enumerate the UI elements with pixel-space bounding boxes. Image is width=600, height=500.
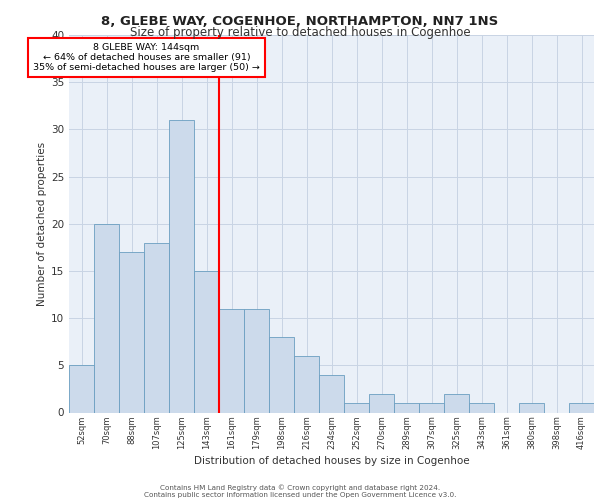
Bar bbox=[169, 120, 194, 412]
Bar bbox=[369, 394, 394, 412]
Text: Contains HM Land Registry data © Crown copyright and database right 2024.: Contains HM Land Registry data © Crown c… bbox=[160, 484, 440, 491]
Text: 8, GLEBE WAY, COGENHOE, NORTHAMPTON, NN7 1NS: 8, GLEBE WAY, COGENHOE, NORTHAMPTON, NN7… bbox=[101, 15, 499, 28]
Bar bbox=[294, 356, 319, 412]
Y-axis label: Number of detached properties: Number of detached properties bbox=[37, 142, 47, 306]
Bar bbox=[519, 403, 544, 412]
Text: 8 GLEBE WAY: 144sqm
← 64% of detached houses are smaller (91)
35% of semi-detach: 8 GLEBE WAY: 144sqm ← 64% of detached ho… bbox=[33, 42, 260, 72]
Bar bbox=[569, 403, 594, 412]
Bar bbox=[119, 252, 144, 412]
Bar bbox=[319, 375, 344, 412]
Bar bbox=[69, 366, 94, 412]
X-axis label: Distribution of detached houses by size in Cogenhoe: Distribution of detached houses by size … bbox=[194, 456, 469, 466]
Text: Size of property relative to detached houses in Cogenhoe: Size of property relative to detached ho… bbox=[130, 26, 470, 39]
Bar bbox=[194, 271, 219, 412]
Bar bbox=[394, 403, 419, 412]
Bar bbox=[344, 403, 369, 412]
Bar bbox=[269, 337, 294, 412]
Bar bbox=[144, 242, 169, 412]
Bar bbox=[419, 403, 444, 412]
Bar bbox=[244, 308, 269, 412]
Text: Contains public sector information licensed under the Open Government Licence v3: Contains public sector information licen… bbox=[144, 492, 456, 498]
Bar bbox=[444, 394, 469, 412]
Bar bbox=[94, 224, 119, 412]
Bar bbox=[219, 308, 244, 412]
Bar bbox=[469, 403, 494, 412]
